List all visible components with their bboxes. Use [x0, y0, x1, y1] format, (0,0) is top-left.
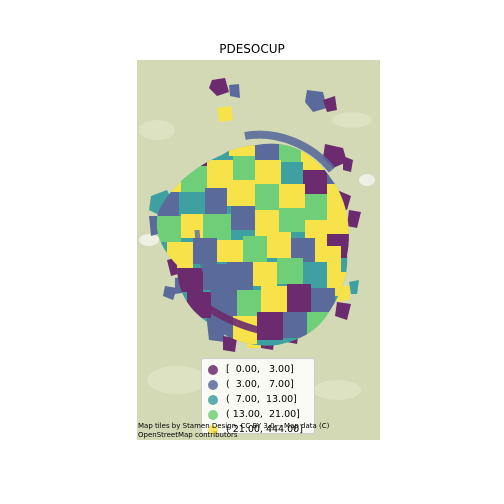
legend: [ 0.00, 3.00] ( 3.00, 7.00] ( 7.00, 13.0… — [201, 358, 315, 437]
terrain-patch — [139, 120, 175, 140]
legend-label: ( 21.00, 444.00] — [226, 424, 303, 435]
legend-swatch — [208, 424, 218, 435]
legend-item: ( 7.00, 13.00] — [208, 392, 314, 407]
legend-label: ( 13.00, 21.00] — [226, 409, 300, 420]
legend-label: [ 0.00, 3.00] — [226, 364, 294, 375]
corridor — [189, 292, 268, 336]
terrain-patch — [359, 174, 375, 186]
terrain-patch — [332, 112, 372, 128]
legend-item: ( 13.00, 21.00] — [208, 407, 314, 422]
legend-swatch — [208, 364, 218, 375]
legend-item: ( 21.00, 444.00] — [208, 422, 314, 437]
legend-swatch — [208, 379, 218, 390]
choropleth-map — [137, 60, 380, 440]
corridor — [244, 130, 336, 173]
legend-swatch — [208, 409, 218, 420]
map-title: PDESOCUP — [219, 42, 285, 56]
map-attribution: Map tiles by Stamen Design, CC BY 3.0 --… — [138, 422, 378, 440]
legend-item: ( 3.00, 7.00] — [208, 377, 314, 392]
legend-label: ( 3.00, 7.00] — [226, 379, 294, 390]
terrain-patch — [147, 366, 207, 394]
legend-item: [ 0.00, 3.00] — [208, 362, 314, 377]
terrain-patch — [313, 380, 361, 400]
legend-label: ( 7.00, 13.00] — [226, 394, 297, 405]
attribution-line: OpenStreetMap contributors — [138, 431, 238, 439]
attribution-line: Map tiles by Stamen Design, CC BY 3.0 --… — [138, 422, 330, 430]
legend-swatch — [208, 394, 218, 405]
terrain-patch — [139, 234, 159, 246]
corridor — [194, 229, 220, 302]
map-canvas[interactable] — [137, 60, 380, 440]
